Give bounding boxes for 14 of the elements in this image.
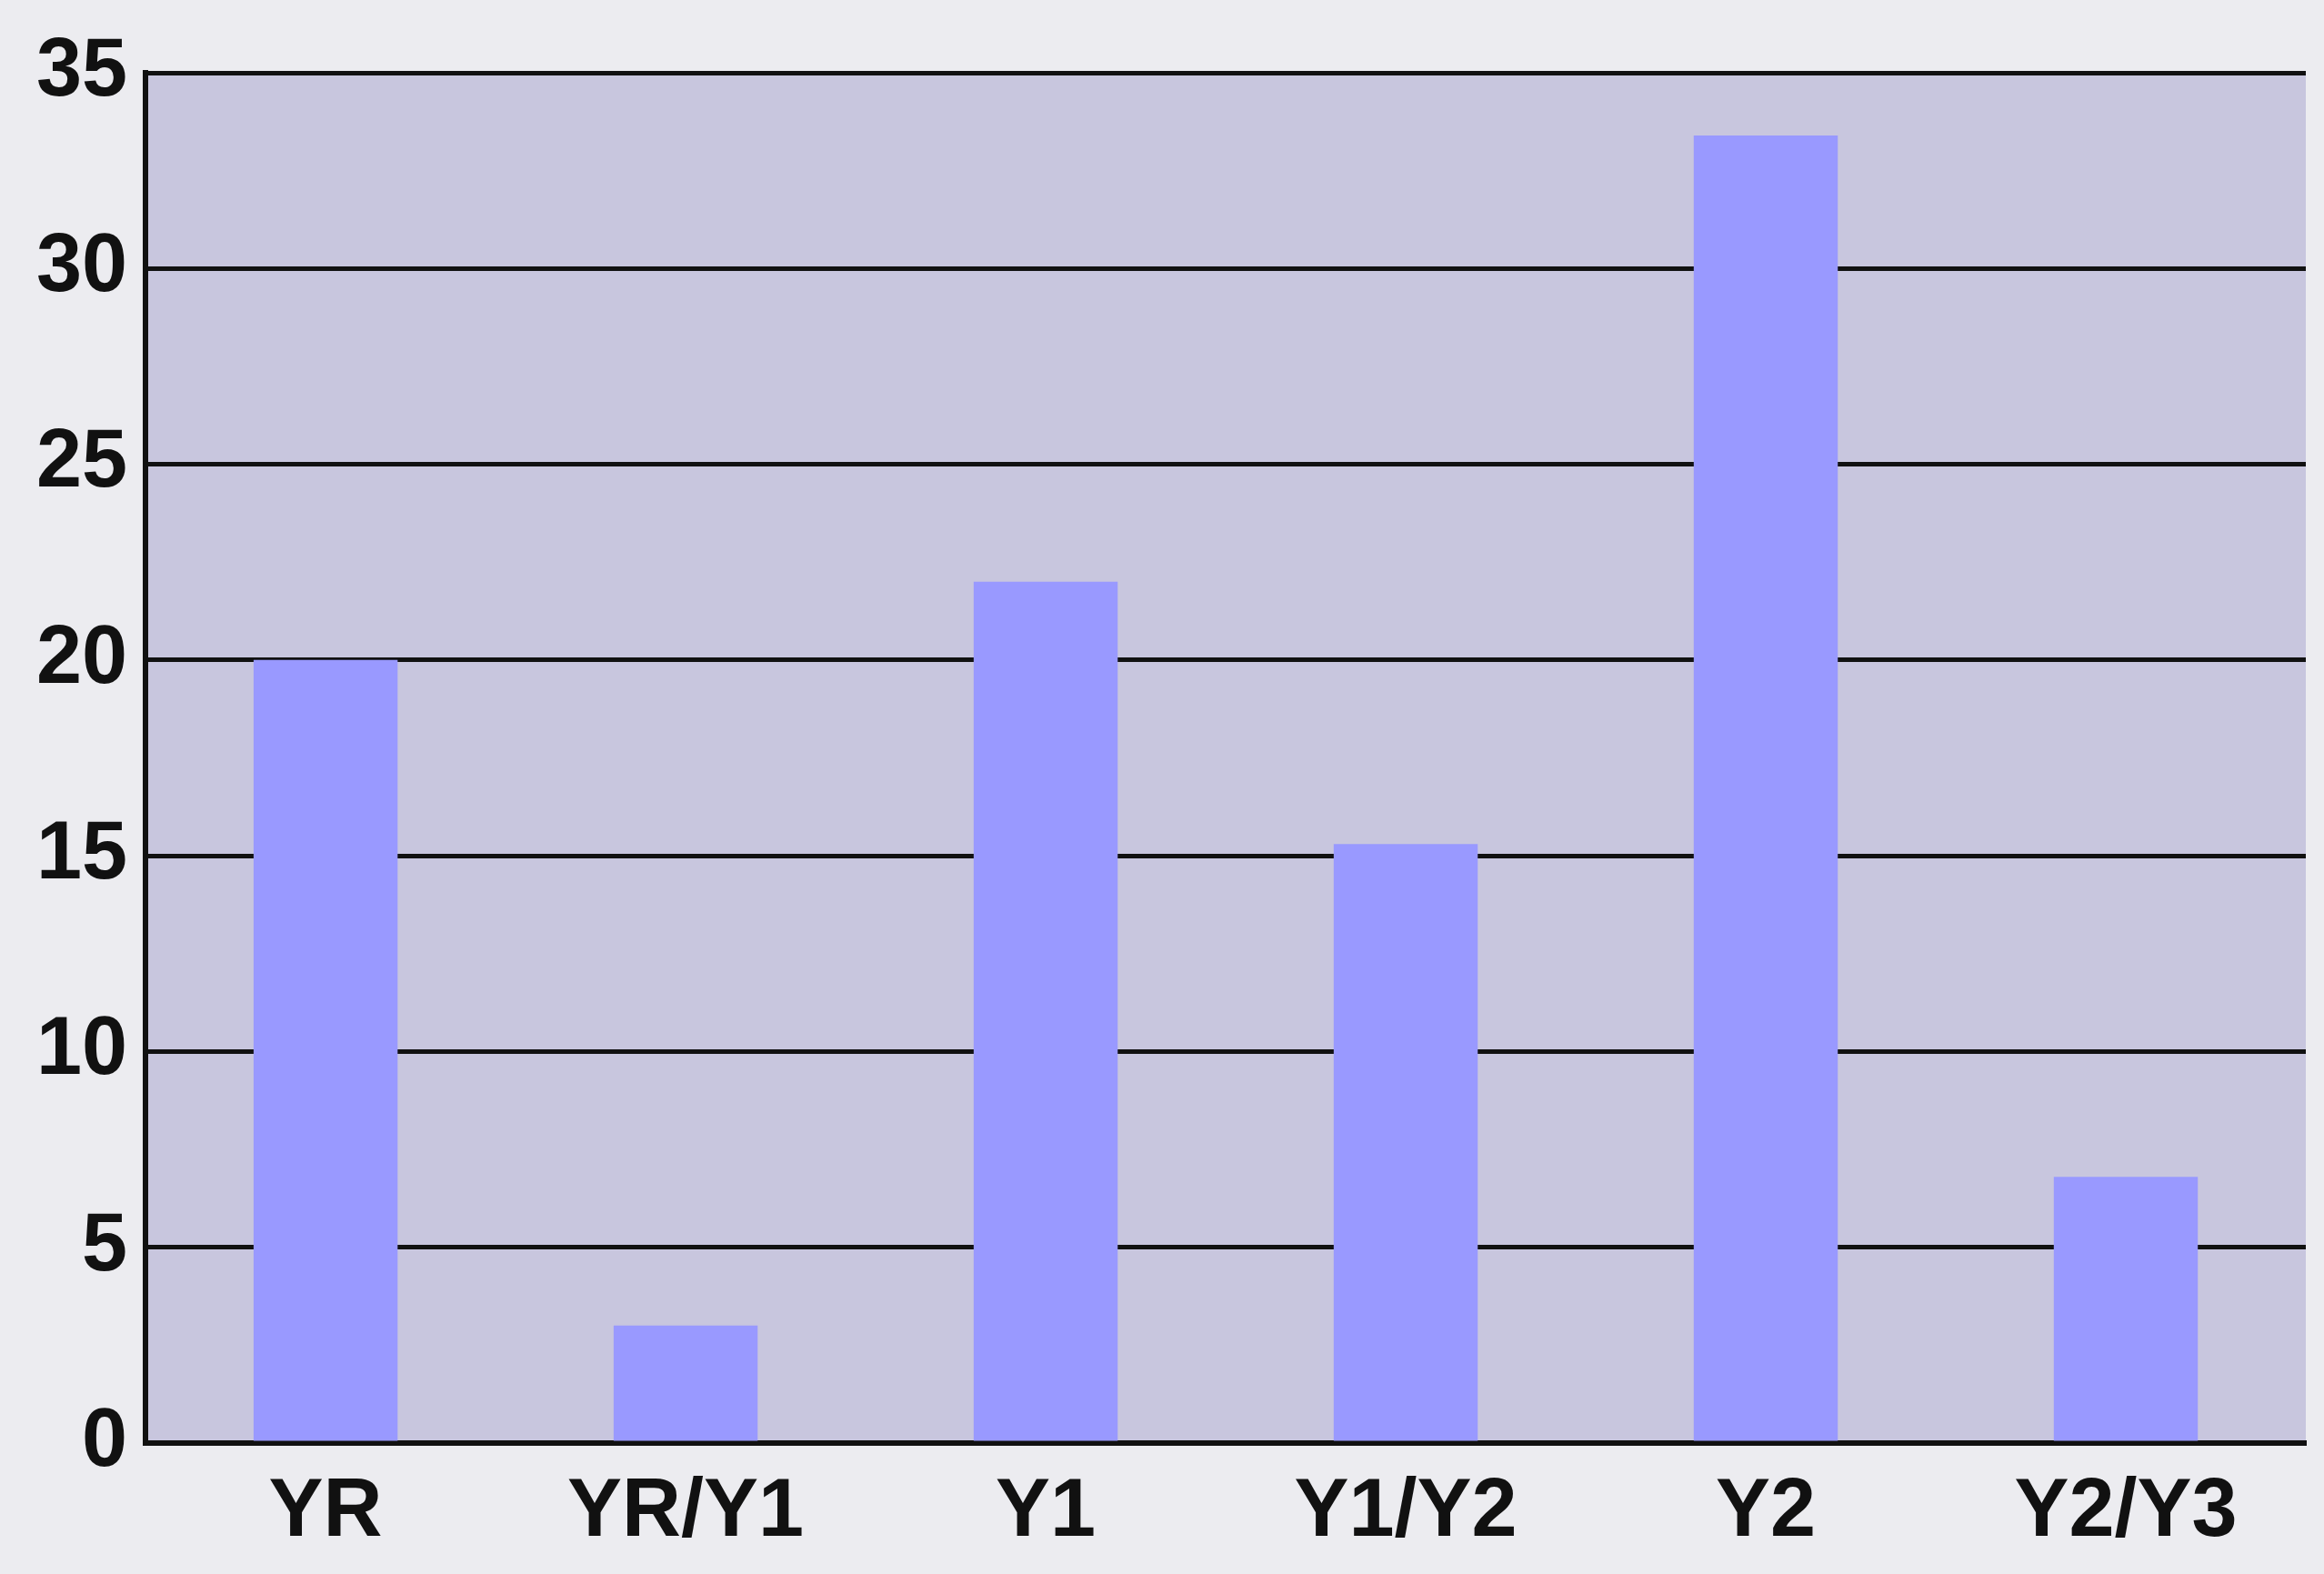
y-tick-label: 20 [36, 608, 128, 700]
x-tick-label: Y1 [996, 1461, 1097, 1553]
y-tick-label: 5 [82, 1196, 128, 1288]
x-tick-label: YR/Y1 [567, 1461, 805, 1553]
x-tick-label: Y1/Y2 [1294, 1461, 1518, 1553]
y-tick-label: 0 [82, 1391, 128, 1483]
y-tick-label: 10 [36, 1000, 128, 1092]
y-tick-label: 25 [36, 413, 128, 505]
y-tick-label: 30 [36, 217, 128, 309]
y-tick-label: 15 [36, 804, 128, 896]
x-tick-label: YR [268, 1461, 383, 1553]
x-tick-label: Y2 [1715, 1461, 1817, 1553]
x-tick-label: Y2/Y3 [2014, 1461, 2238, 1553]
y-tick-label: 35 [36, 21, 128, 113]
